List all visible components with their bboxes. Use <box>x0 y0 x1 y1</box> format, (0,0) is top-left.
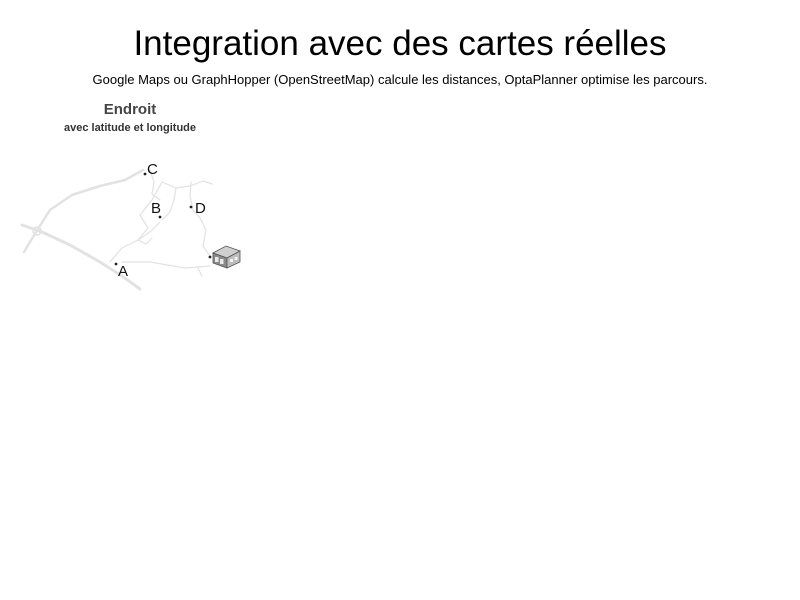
location-label-b: B <box>151 200 161 217</box>
location-dot-b[interactable] <box>158 215 162 219</box>
location-dot-d[interactable] <box>189 205 193 209</box>
minor-road <box>189 181 211 257</box>
minor-road <box>149 169 161 201</box>
minor-road <box>137 237 153 245</box>
slide-subtitle: Google Maps ou GraphHopper (OpenStreetMa… <box>92 72 708 87</box>
major-road <box>20 223 142 291</box>
location-label-a: A <box>118 263 128 280</box>
location-dot-a[interactable] <box>114 262 118 266</box>
minor-road <box>197 267 203 277</box>
minor-road <box>121 261 211 269</box>
minor-road <box>137 180 213 241</box>
location-points <box>114 172 212 266</box>
warehouse-icon[interactable] <box>212 245 241 269</box>
roundabout <box>32 226 42 236</box>
location-dot-c[interactable] <box>143 172 147 176</box>
location-label-d: D <box>195 200 206 217</box>
road-network <box>20 168 213 291</box>
location-caption: avec latitude et longitude <box>63 122 197 134</box>
minor-road <box>109 221 161 263</box>
slide-title: Integration avec des cartes réelles <box>133 24 667 63</box>
location-heading: Endroit <box>103 101 157 118</box>
major-road <box>22 168 145 254</box>
minor-road <box>161 187 177 221</box>
location-label-c: C <box>147 161 158 178</box>
depot-dot[interactable] <box>208 255 212 259</box>
